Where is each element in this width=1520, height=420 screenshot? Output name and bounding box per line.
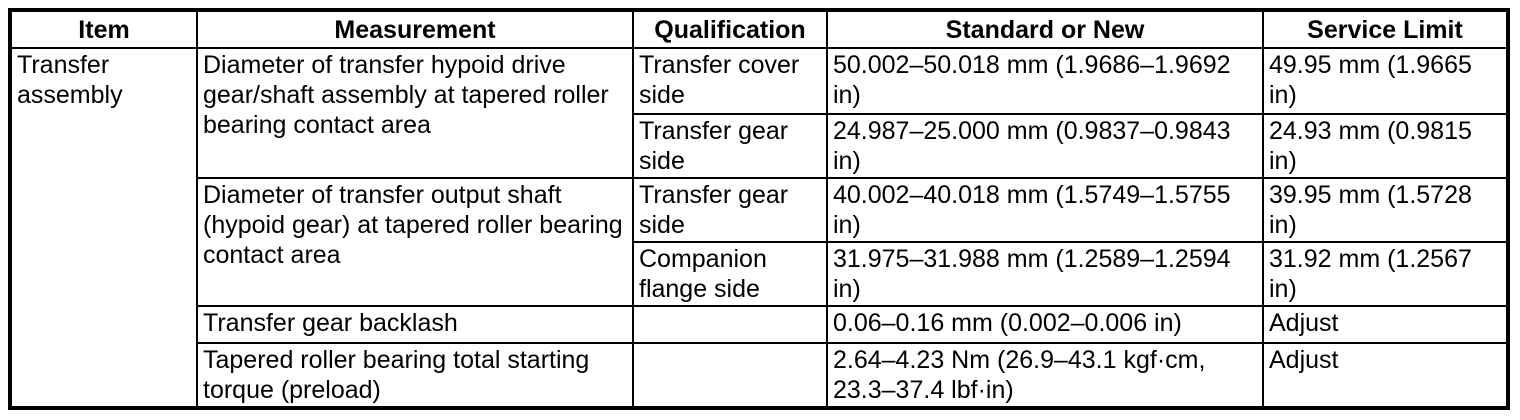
service-limit-cell: Adjust [1262, 305, 1509, 344]
standard-cell: 40.002–40.018 mm (1.5749–1.5755 in) [826, 177, 1264, 243]
header-row: Item Measurement Qualification Standard … [9, 9, 1509, 49]
col-header-service-limit: Service Limit [1262, 9, 1509, 49]
qualification-cell: Transfer gear side [632, 113, 828, 179]
service-limit-cell: 31.92 mm (1.2567 in) [1262, 241, 1509, 307]
service-limit-cell: Adjust [1262, 342, 1509, 409]
table-row: Transfer gear backlash 0.06–0.16 mm (0.0… [10, 305, 1509, 344]
qualification-cell: Transfer cover side [632, 47, 828, 115]
table-row: Diameter of transfer output shaft (hypoi… [10, 177, 1509, 307]
service-limit-cell: 39.95 mm (1.5728 in) [1262, 177, 1509, 243]
table-row: Transfer assembly Diameter of transfer h… [9, 47, 1509, 409]
col-header-qualification: Qualification [632, 9, 828, 49]
col-header-measurement: Measurement [196, 9, 634, 49]
col-header-item: Item [9, 9, 198, 49]
service-limit-cell: 24.93 mm (0.9815 in) [1262, 113, 1509, 179]
measurement-cell: Transfer gear backlash [196, 305, 634, 344]
table-row: Transfer gear side 24.987–25.000 mm (0.9… [10, 113, 1509, 179]
service-limit-cell: 49.95 mm (1.9665 in) [1262, 47, 1509, 115]
item-cell: Transfer assembly [9, 47, 198, 409]
qualification-cell [632, 305, 828, 344]
standard-cell: 50.002–50.018 mm (1.9686–1.9692 in) [826, 47, 1264, 115]
measurement-cell: Tapered roller bearing total starting to… [196, 342, 634, 409]
standard-cell: 24.987–25.000 mm (0.9837–0.9843 in) [826, 113, 1264, 179]
measurement-cell: Diameter of transfer hypoid drive gear/s… [196, 47, 634, 179]
qualification-cell: Companion flange side [632, 241, 828, 307]
col-header-standard-or-new: Standard or New [826, 9, 1264, 49]
standard-cell: 2.64–4.23 Nm (26.9–43.1 kgf·cm, 23.3–37.… [826, 342, 1264, 409]
standard-cell: 0.06–0.16 mm (0.002–0.006 in) [826, 305, 1264, 344]
spec-table: Item Measurement Qualification Standard … [8, 8, 1510, 410]
qualification-cell [632, 342, 828, 409]
table-row: Tapered roller bearing total starting to… [10, 342, 1509, 409]
table-row: Companion flange side 31.975–31.988 mm (… [10, 241, 1509, 307]
standard-cell: 31.975–31.988 mm (1.2589–1.2594 in) [826, 241, 1264, 307]
qualification-cell: Transfer gear side [632, 177, 828, 243]
measurement-cell: Diameter of transfer output shaft (hypoi… [196, 177, 634, 307]
